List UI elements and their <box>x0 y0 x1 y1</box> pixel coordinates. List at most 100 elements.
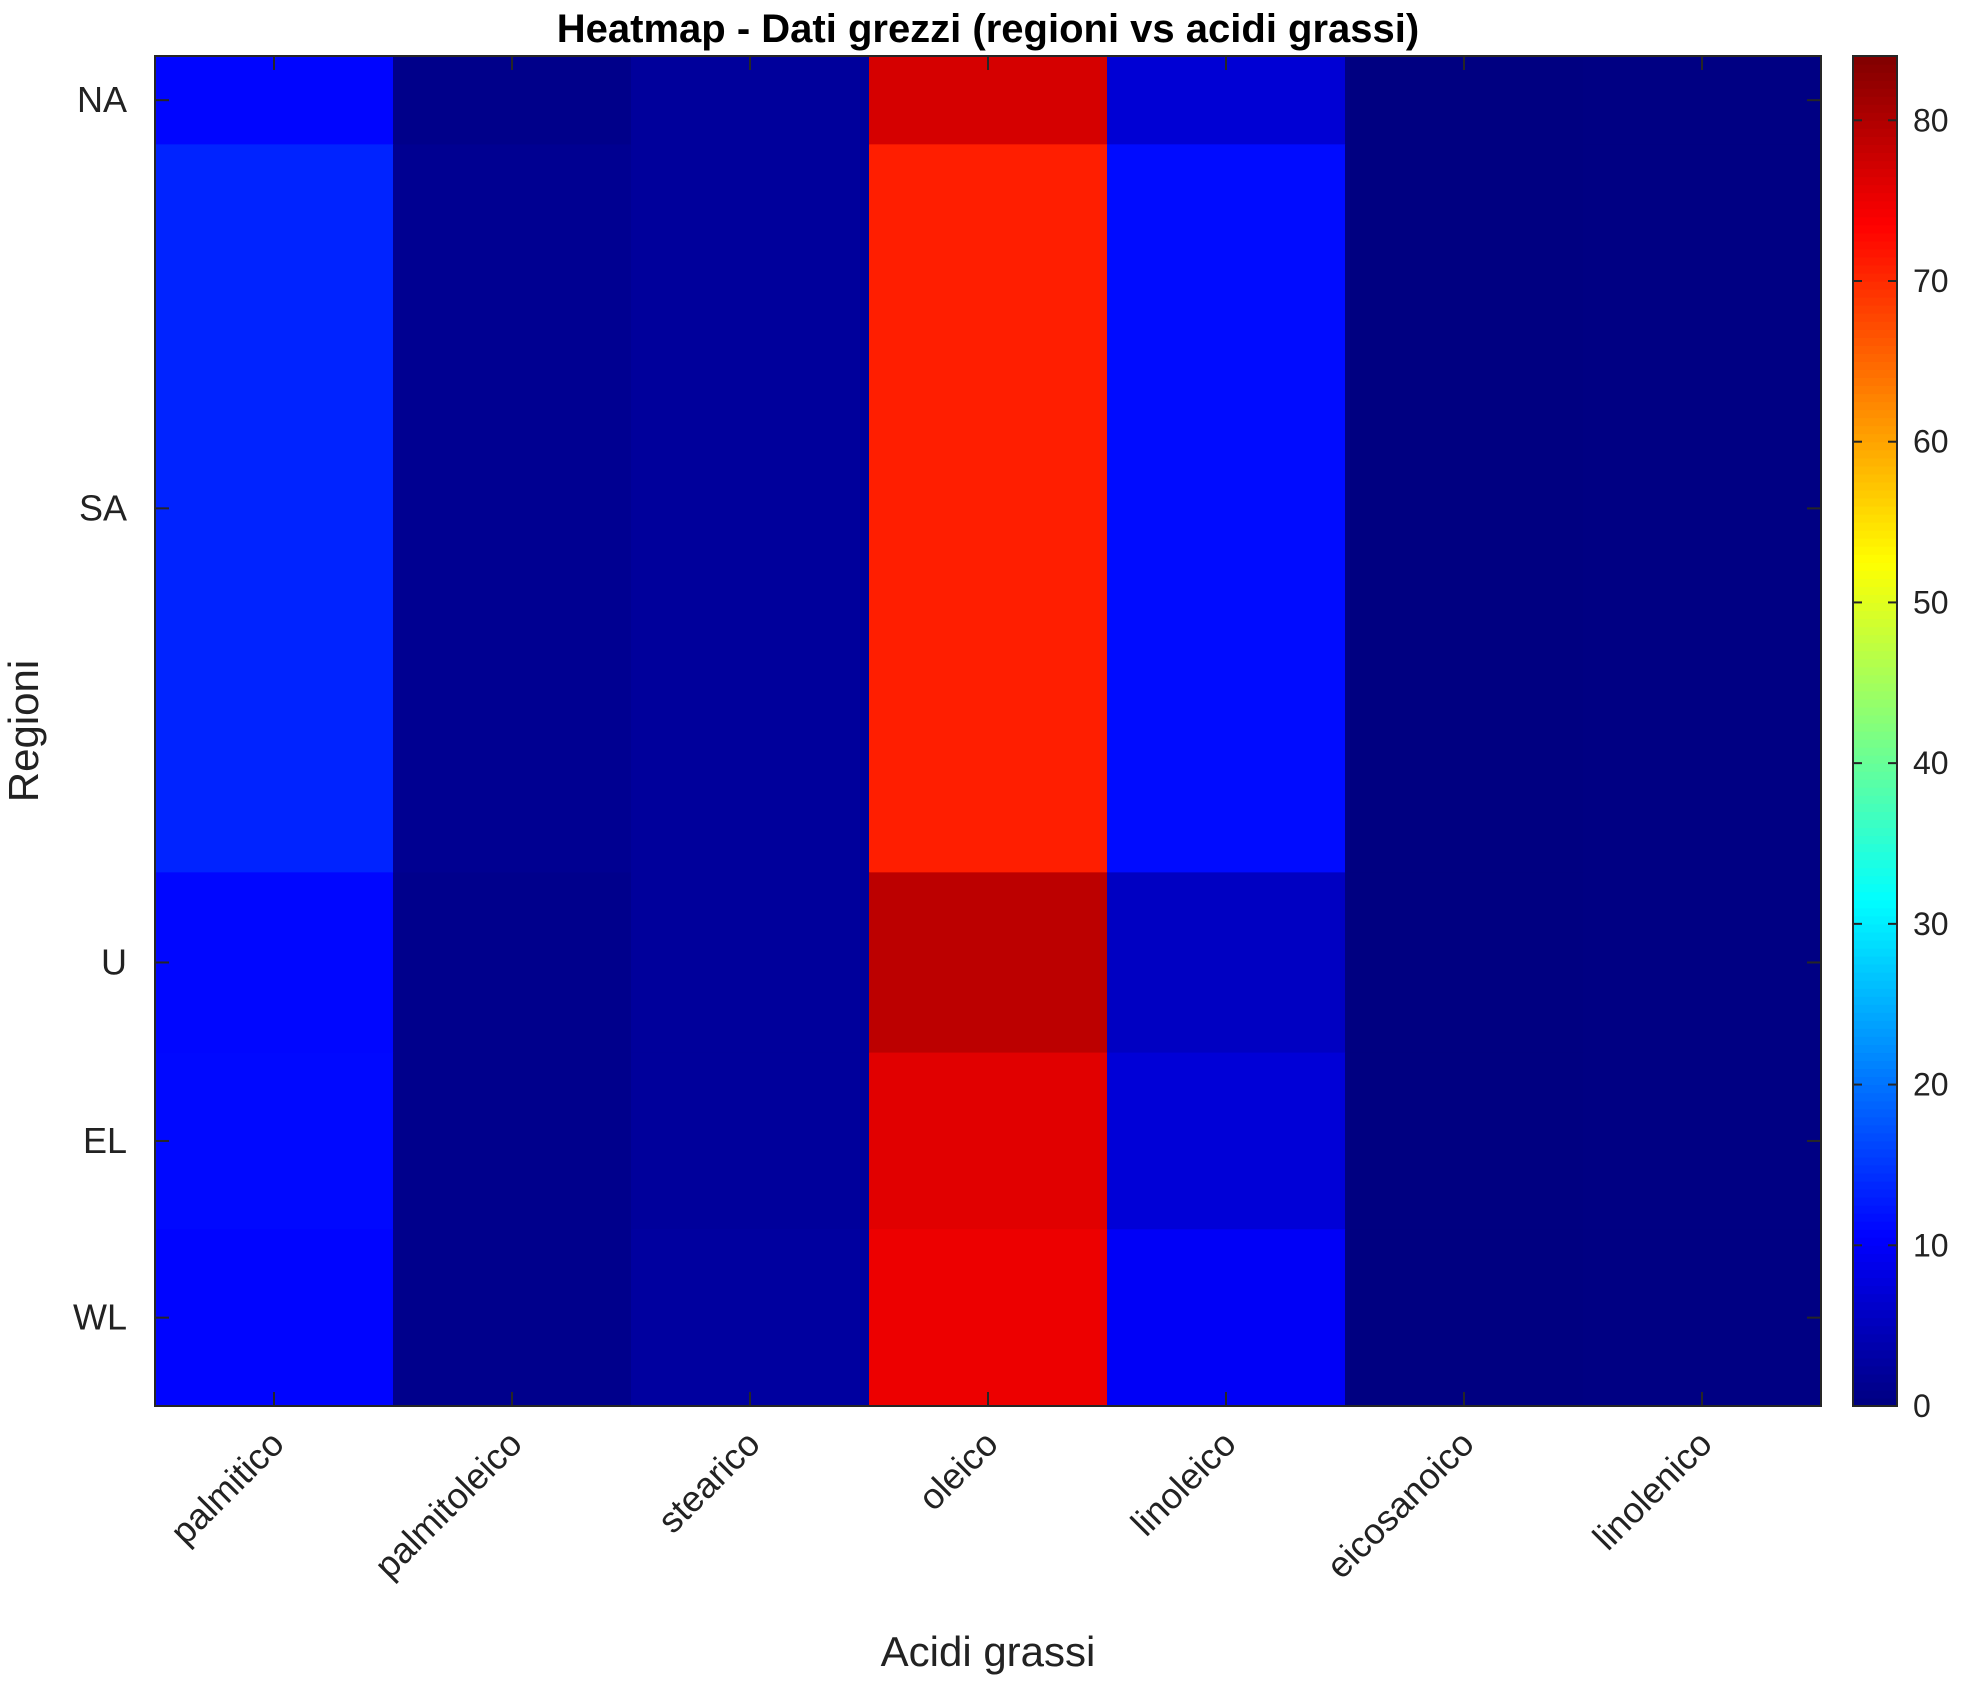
colorbar-tick-label-10: 10 <box>1913 1227 1949 1263</box>
plot-frame <box>154 55 1822 1407</box>
colorbar-segment <box>1853 457 1897 467</box>
x-axis-label: Acidi grassi <box>881 1628 1096 1675</box>
colorbar-segment <box>1853 401 1897 411</box>
heatmap-cell-u-linoleico <box>1107 872 1346 1054</box>
colorbar-tick-label-50: 50 <box>1913 584 1949 620</box>
colorbar-segment <box>1853 289 1897 298</box>
colorbar-segment <box>1853 385 1897 395</box>
heatmap-cell-sa-eicosanoico <box>1345 144 1584 873</box>
colorbar-segment <box>1853 1164 1897 1174</box>
colorbar-segment <box>1853 72 1897 81</box>
colorbar-segment <box>1853 996 1897 1005</box>
heatmap-cell-u-oleico <box>869 872 1108 1054</box>
colorbar-tick-label-60: 60 <box>1913 424 1949 460</box>
colorbar-segment <box>1853 1156 1897 1166</box>
colorbar-segment <box>1853 626 1897 636</box>
colorbar: 0 10 20 30 40 50 60 70 80 <box>1852 55 1949 1424</box>
colorbar-segment <box>1853 281 1897 290</box>
colorbar-segment <box>1853 1132 1897 1142</box>
heatmap-cell-el-eicosanoico <box>1345 1052 1584 1230</box>
colorbar-segment <box>1853 361 1897 370</box>
colorbar-segment <box>1853 1269 1897 1279</box>
colorbar-segment <box>1853 827 1897 837</box>
colorbar-segment <box>1853 610 1897 620</box>
colorbar-segment <box>1853 1397 1897 1407</box>
colorbar-segment <box>1853 256 1897 266</box>
colorbar-segment <box>1853 1181 1897 1190</box>
colorbar-segment <box>1853 779 1897 788</box>
colorbar-segment <box>1853 682 1897 692</box>
colorbar-segment <box>1853 112 1897 121</box>
colorbar-segment <box>1853 1285 1897 1295</box>
heatmap-cell-u-palmitoleico <box>393 872 632 1054</box>
heatmap-cell-na-oleico <box>869 56 1108 145</box>
colorbar-segment <box>1853 867 1897 877</box>
colorbar-segment <box>1853 56 1897 65</box>
colorbar-segment <box>1853 1333 1897 1343</box>
colorbar-segment <box>1853 144 1897 154</box>
colorbar-segment <box>1853 1044 1897 1054</box>
colorbar-segment <box>1853 297 1897 306</box>
colorbar-segment <box>1853 489 1897 499</box>
colorbar-segment <box>1853 522 1897 531</box>
colorbar-segment <box>1853 747 1897 756</box>
heatmap-cell-na-stearico <box>631 56 870 145</box>
x-tick-label-linoleico: linoleico <box>1123 1423 1244 1544</box>
colorbar-segment <box>1853 497 1897 507</box>
x-tick-label-oleico: oleico <box>910 1423 1006 1519</box>
heatmap-cell-el-linoleico <box>1107 1052 1346 1230</box>
heatmap-cell-wl-linolenico <box>1583 1229 1821 1406</box>
colorbar-segment <box>1853 1341 1897 1351</box>
colorbar-segment <box>1853 1317 1897 1327</box>
colorbar-segment <box>1853 1108 1897 1118</box>
heatmap-cell-na-linolenico <box>1583 56 1821 145</box>
colorbar-segment <box>1853 329 1897 338</box>
colorbar-segment <box>1853 441 1897 451</box>
colorbar-segment <box>1853 706 1897 716</box>
colorbar-segment <box>1853 1309 1897 1319</box>
colorbar-segment <box>1853 1325 1897 1335</box>
heatmap-cell-sa-linolenico <box>1583 144 1821 873</box>
colorbar-segment <box>1853 208 1897 218</box>
colorbar-segment <box>1853 947 1897 957</box>
heatmap-cell-wl-palmitoleico <box>393 1229 632 1406</box>
heatmap-cell-sa-linoleico <box>1107 144 1346 873</box>
colorbar-segment <box>1853 1068 1897 1078</box>
colorbar-tick-label-20: 20 <box>1913 1067 1949 1103</box>
y-tick-label-na: NA <box>77 79 127 120</box>
colorbar-segment <box>1853 64 1897 73</box>
colorbar-segment <box>1853 1189 1897 1198</box>
x-tick-labels: palmitico palmitoleico stearico oleico linol… <box>162 1423 1719 1586</box>
colorbar-segment <box>1853 980 1897 989</box>
colorbar-segment <box>1853 795 1897 804</box>
heatmap-cell-u-stearico <box>631 872 870 1054</box>
heatmap-cell-na-eicosanoico <box>1345 56 1584 145</box>
colorbar-tick-label-80: 80 <box>1913 102 1949 138</box>
colorbar-segment <box>1853 988 1897 997</box>
colorbar-segment <box>1853 1197 1897 1206</box>
heatmap-cell-na-palmitoleico <box>393 56 632 145</box>
colorbar-segment <box>1853 1076 1897 1086</box>
colorbar-segment <box>1853 658 1897 668</box>
colorbar-segment <box>1853 128 1897 137</box>
heatmap-cell-wl-stearico <box>631 1229 870 1406</box>
colorbar-segment <box>1853 184 1897 194</box>
colorbar-segment <box>1853 232 1897 242</box>
colorbar-segment <box>1853 136 1897 145</box>
colorbar-segment <box>1853 811 1897 820</box>
colorbar-segment <box>1853 192 1897 202</box>
colorbar-segment <box>1853 602 1897 612</box>
colorbar-segment <box>1853 964 1897 973</box>
colorbar-segment <box>1853 1052 1897 1062</box>
colorbar-tick-label-30: 30 <box>1913 906 1949 942</box>
colorbar-segment <box>1853 763 1897 772</box>
colorbar-segment <box>1853 972 1897 981</box>
colorbar-segment <box>1853 1253 1897 1262</box>
x-tick-label-palmitoleico: palmitoleico <box>366 1423 529 1586</box>
y-axis-label: Regioni <box>0 660 47 802</box>
heatmap-cell-wl-palmitico <box>155 1229 394 1406</box>
colorbar-segment <box>1853 1245 1897 1254</box>
heatmap-cell-wl-eicosanoico <box>1345 1229 1584 1406</box>
colorbar-segment <box>1853 771 1897 780</box>
heatmap-cell-u-linolenico <box>1583 872 1821 1054</box>
